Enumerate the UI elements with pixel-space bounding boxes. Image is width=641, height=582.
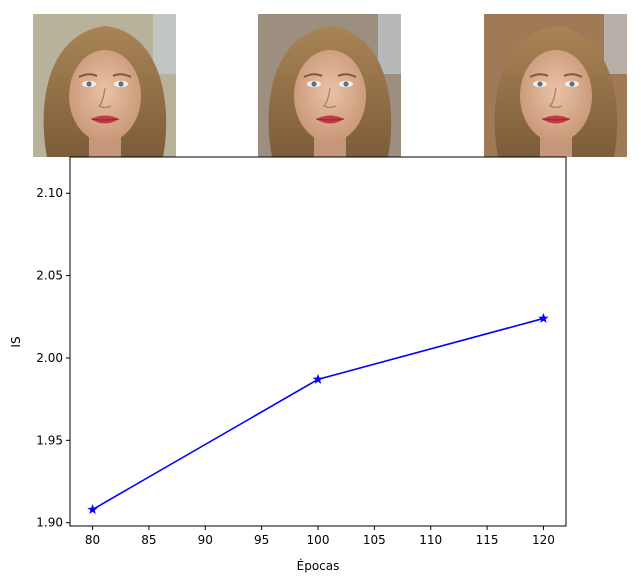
series-line [92, 317, 544, 511]
plot-frame [69, 156, 567, 527]
x-tick-label: 115 [476, 533, 499, 547]
y-axis: 1.90 1.95 2.00 2.05 2.10 [36, 186, 70, 530]
data-point [538, 312, 549, 323]
y-tick-label: 1.90 [36, 516, 63, 530]
x-tick-label: 120 [532, 533, 555, 547]
x-tick-label: 90 [198, 533, 213, 547]
x-tick-label: 80 [85, 533, 100, 547]
face-thumbnail [484, 14, 627, 157]
x-axis-label: Épocas [297, 558, 340, 573]
face-thumbnail [33, 14, 176, 157]
x-axis: 80 85 90 95 100 105 110 115 120 [85, 526, 555, 547]
x-tick-label: 85 [141, 533, 156, 547]
x-tick-label: 95 [254, 533, 269, 547]
y-axis-label: IS [9, 336, 23, 347]
series-group [87, 312, 549, 514]
thumbnail-strip [33, 14, 627, 157]
y-tick-label: 2.00 [36, 351, 63, 365]
data-point [87, 504, 98, 514]
x-tick-label: 105 [363, 533, 386, 547]
y-tick-label: 2.10 [36, 186, 63, 200]
x-tick-label: 110 [419, 533, 442, 547]
data-point [312, 373, 324, 384]
x-tick-label: 100 [307, 533, 330, 547]
face-thumbnail [258, 14, 401, 157]
y-tick-label: 1.95 [36, 433, 63, 447]
y-tick-label: 2.05 [36, 269, 63, 283]
